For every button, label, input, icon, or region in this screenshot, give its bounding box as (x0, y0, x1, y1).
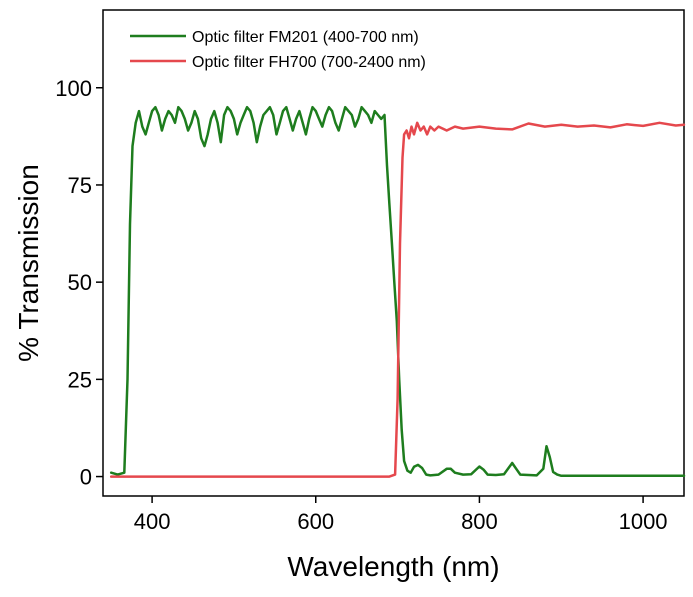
plot-border (102, 9, 685, 497)
y-tick-label: 100 (55, 76, 92, 101)
y-axis-title: % Transmission (13, 164, 44, 362)
legend-label-fm201: Optic filter FM201 (400-700 nm) (192, 29, 419, 46)
legend-label-fh700: Optic filter FH700 (700-2400 nm) (192, 54, 426, 71)
y-tick-label: 0 (80, 465, 92, 490)
series-line-fh700 (109, 121, 686, 478)
x-tick-label: 800 (461, 509, 498, 534)
x-axis-title: Wavelength (nm) (287, 551, 499, 582)
x-tick-label: 600 (297, 509, 334, 534)
y-tick-label: 75 (68, 173, 92, 198)
x-tick-label: 1000 (619, 509, 668, 534)
y-tick-label: 50 (68, 270, 92, 295)
series-line-fm201 (109, 105, 686, 478)
plot-frame (102, 9, 685, 497)
legend: Optic filter FM201 (400-700 nm) Optic fi… (130, 29, 426, 71)
y-tick-label: 25 (68, 367, 92, 392)
x-tick-label: 400 (134, 509, 171, 534)
ticks-layer: 400 600 800 1000 0 25 50 75 100 (55, 76, 667, 534)
series-layer (109, 105, 686, 478)
